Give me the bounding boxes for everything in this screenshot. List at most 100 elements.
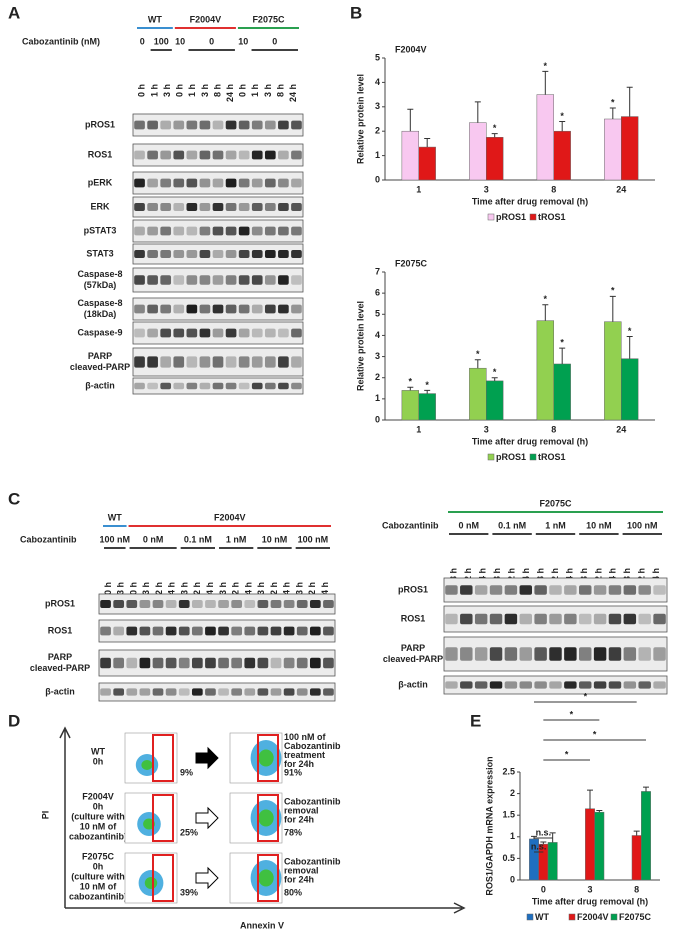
significance: * — [476, 349, 480, 359]
x-tick-label: 8 — [634, 884, 639, 894]
error-bar — [407, 386, 414, 391]
band — [134, 150, 145, 160]
band — [173, 382, 185, 390]
band — [264, 382, 276, 390]
band — [283, 626, 295, 636]
band — [126, 626, 138, 636]
band — [218, 688, 229, 696]
band — [323, 626, 334, 636]
band — [173, 226, 185, 236]
band — [309, 688, 321, 696]
time-label: 3 h — [179, 582, 189, 595]
band — [238, 275, 250, 285]
bar — [469, 367, 487, 421]
band — [205, 626, 216, 636]
group-label: WT — [108, 512, 122, 522]
band — [191, 688, 203, 696]
time-label: 3 h — [256, 582, 266, 595]
error-bar — [626, 335, 633, 359]
band — [100, 657, 111, 669]
band — [534, 613, 547, 625]
band — [173, 120, 185, 130]
band — [212, 250, 224, 258]
band — [489, 585, 503, 595]
band — [534, 647, 547, 661]
band — [549, 585, 562, 595]
x-tick-label: 3 — [484, 184, 489, 194]
x-axis-label: Time after drug removal (h) — [472, 436, 588, 446]
significance: * — [560, 111, 564, 121]
comparison-label: * — [570, 709, 574, 719]
bar — [418, 393, 436, 421]
band — [608, 613, 622, 625]
band — [309, 600, 321, 608]
band — [623, 613, 637, 625]
time-label: 24 h — [651, 568, 661, 586]
legend-label: WT — [535, 912, 549, 922]
y-axis-label: Relative protein level — [355, 301, 365, 391]
bar — [536, 320, 554, 421]
band — [199, 382, 211, 390]
band — [152, 657, 164, 669]
band — [489, 647, 503, 661]
time-label: 3 h — [535, 568, 545, 581]
time-label: 12 h — [231, 582, 241, 600]
legend-swatch — [610, 913, 618, 921]
band — [199, 178, 211, 188]
band — [264, 226, 276, 236]
band — [251, 203, 263, 211]
band — [139, 600, 151, 608]
band — [191, 657, 203, 669]
band — [445, 681, 458, 689]
band — [460, 647, 473, 661]
band — [278, 178, 289, 188]
band — [191, 626, 203, 636]
group-label: F2075C — [539, 498, 572, 508]
sample-label: WT — [91, 746, 105, 756]
bar — [486, 380, 504, 421]
time-label: 3 h — [162, 84, 172, 97]
time-label: 3 h — [218, 582, 228, 595]
band — [283, 600, 295, 608]
band — [218, 657, 229, 669]
significance: * — [560, 337, 564, 347]
row-label: ROS1 — [88, 149, 113, 159]
band — [296, 657, 308, 669]
band — [445, 613, 458, 625]
dose-label: 1 nM — [226, 534, 247, 544]
band — [199, 120, 211, 130]
band — [199, 356, 211, 368]
band — [251, 275, 263, 285]
band — [160, 250, 172, 258]
band — [113, 600, 125, 608]
comparison-label: * — [565, 749, 569, 759]
band — [264, 203, 276, 211]
blot — [98, 619, 336, 643]
error-bar — [559, 120, 566, 132]
gate — [257, 734, 279, 782]
band — [474, 647, 488, 661]
significance: * — [493, 367, 497, 377]
row-label: Caspase-8 — [77, 298, 122, 308]
band — [212, 356, 224, 368]
band — [205, 657, 216, 669]
x-tick-label: 8 — [551, 424, 556, 434]
band — [264, 150, 276, 160]
band — [653, 647, 666, 661]
band — [291, 203, 302, 211]
time-label: 3 h — [622, 568, 632, 581]
band — [593, 647, 607, 661]
treatment-label: Cabozantinib — [284, 856, 341, 866]
panel-label: E — [470, 711, 481, 730]
band — [608, 585, 622, 595]
band — [178, 626, 190, 636]
band — [270, 626, 282, 636]
band — [178, 600, 190, 608]
error-bar — [424, 138, 431, 148]
bar — [594, 811, 605, 881]
time-label: 12 h — [307, 582, 317, 600]
band — [278, 150, 289, 160]
band — [178, 657, 190, 669]
band — [445, 647, 458, 661]
band — [225, 275, 237, 285]
